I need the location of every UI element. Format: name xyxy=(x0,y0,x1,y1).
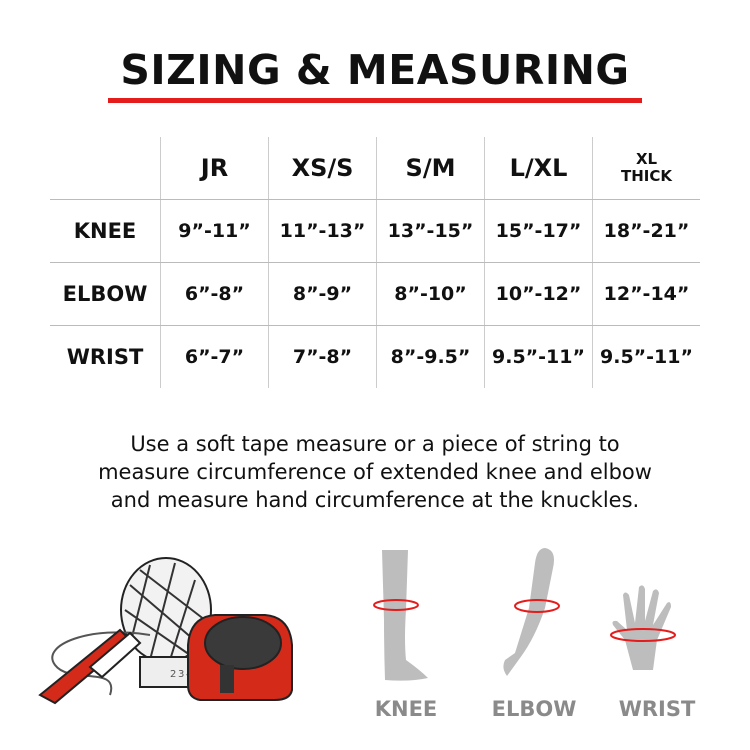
marker-icon xyxy=(38,628,142,705)
elbow-label: ELBOW xyxy=(491,697,577,721)
table-row: ELBOW 6”-8” 8”-9” 8”-10” 10”-12” 12”-14” xyxy=(50,262,700,326)
instructions: Use a soft tape measure or a piece of st… xyxy=(0,430,750,514)
measure-loop-icon xyxy=(373,599,419,611)
knee-illustration xyxy=(373,550,428,681)
instruction-line: Use a soft tape measure or a piece of st… xyxy=(130,432,620,456)
col-header: JR xyxy=(160,137,269,200)
cell: 10”-12” xyxy=(484,262,593,326)
cell: 11”-13” xyxy=(268,199,377,263)
cell: 9”-11” xyxy=(160,199,269,263)
cell: 13”-15” xyxy=(376,199,485,263)
cell: 18”-21” xyxy=(592,199,700,263)
cell: 8”-9” xyxy=(268,262,377,326)
size-table: JR XS/S S/M L/XL XL THICK KNEE 9”-11” 11”… xyxy=(50,137,700,388)
knee-label: KNEE xyxy=(374,697,438,721)
string-icon xyxy=(51,631,151,696)
cell: 6”-8” xyxy=(160,262,269,326)
instruction-line: measure circumference of extended knee a… xyxy=(98,460,652,484)
tape-number: 2 xyxy=(170,669,176,680)
wrist-illustration xyxy=(610,585,676,670)
cell: 9.5”-11” xyxy=(484,325,593,388)
hand-icon xyxy=(612,585,671,670)
table-row: KNEE 9”-11” 11”-13” 13”-15” 15”-17” 18”-… xyxy=(50,199,700,263)
table-row: WRIST 6”-7” 7”-8” 8”-9.5” 9.5”-11” 9.5”-… xyxy=(50,325,700,388)
wrist-label: WRIST xyxy=(618,697,696,721)
col-header: XS/S xyxy=(268,137,377,200)
cell: 8”-10” xyxy=(376,262,485,326)
col-header: S/M xyxy=(376,137,485,200)
page-title: SIZING & MEASURING xyxy=(120,46,630,94)
corner-cell xyxy=(50,137,161,200)
row-label: WRIST xyxy=(66,345,144,369)
row-label: ELBOW xyxy=(50,262,161,326)
cell: 9.5”-11” xyxy=(592,325,700,388)
leg-icon xyxy=(382,550,428,681)
cell: 6”-7” xyxy=(160,325,269,388)
elbow-illustration xyxy=(503,548,560,676)
measure-loop-icon xyxy=(514,599,560,613)
measuring-tools-illustration: 2 3 4 xyxy=(38,557,293,705)
col-header-line: THICK xyxy=(621,167,672,185)
title-underline xyxy=(108,98,642,103)
tape-measure-icon: 2 3 4 xyxy=(139,614,293,701)
tape-number: 3 xyxy=(178,669,184,680)
measure-loop-icon xyxy=(610,628,676,642)
cell: 12”-14” xyxy=(592,262,700,326)
col-header: L/XL xyxy=(484,137,593,200)
cell: 7”-8” xyxy=(268,325,377,388)
table-header-row: JR XS/S S/M L/XL XL THICK xyxy=(50,137,700,200)
instruction-line: and measure hand circumference at the kn… xyxy=(110,488,640,512)
cell: 8”-9.5” xyxy=(376,325,485,388)
row-label: KNEE xyxy=(50,199,161,263)
cell: 15”-17” xyxy=(484,199,593,263)
col-header: XL THICK xyxy=(592,137,700,200)
col-header-line: XL xyxy=(635,150,658,168)
